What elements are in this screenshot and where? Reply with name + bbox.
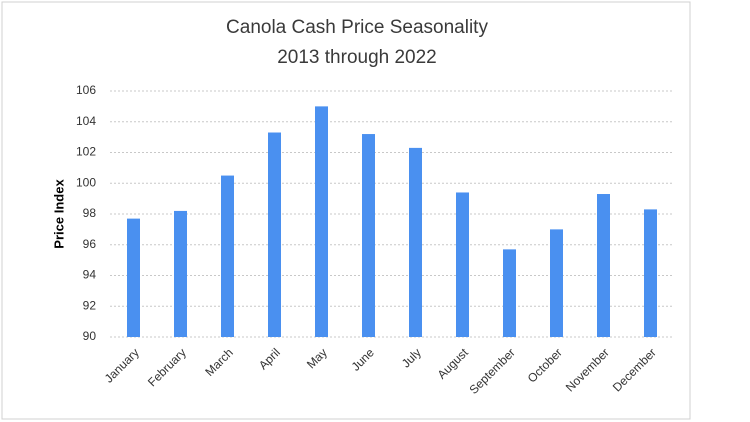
y-tick-label: 90 (83, 329, 97, 343)
bar (409, 147, 422, 337)
y-axis-label: Price Index (51, 179, 66, 249)
bar (362, 134, 375, 337)
bar (315, 106, 328, 337)
bar (221, 175, 234, 337)
y-tick-label: 100 (76, 175, 96, 189)
bar (503, 249, 516, 337)
y-tick-label: 96 (83, 237, 97, 251)
bar (268, 132, 281, 337)
bar (127, 218, 140, 337)
bar (597, 194, 610, 337)
y-tick-label: 102 (76, 145, 96, 159)
y-tick-label: 98 (83, 206, 97, 220)
bar (456, 192, 469, 337)
chart-border (1, 1, 691, 420)
bar (550, 229, 563, 337)
y-tick-label: 104 (76, 114, 96, 128)
bar (644, 209, 657, 337)
y-tick-label: 92 (83, 298, 97, 312)
chart-subtitle: 2013 through 2022 (277, 47, 437, 68)
y-tick-label: 106 (76, 83, 96, 97)
chart-title: Canola Cash Price Seasonality (226, 17, 488, 38)
y-tick-label: 94 (83, 268, 97, 282)
bar (174, 210, 187, 337)
